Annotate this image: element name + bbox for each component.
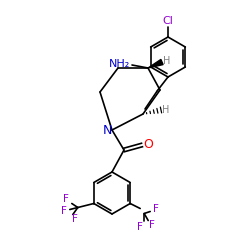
- Text: N: N: [102, 124, 112, 138]
- Text: H: H: [163, 56, 171, 66]
- Text: O: O: [143, 138, 153, 150]
- Text: H: H: [162, 105, 170, 115]
- Text: F: F: [153, 204, 159, 214]
- Text: F: F: [72, 214, 78, 224]
- Text: Cl: Cl: [162, 16, 173, 26]
- Text: F: F: [149, 220, 155, 230]
- Polygon shape: [148, 60, 163, 68]
- Text: NH₂: NH₂: [110, 59, 130, 69]
- Text: F: F: [63, 194, 69, 204]
- Text: F: F: [137, 222, 143, 232]
- Text: F: F: [61, 206, 67, 216]
